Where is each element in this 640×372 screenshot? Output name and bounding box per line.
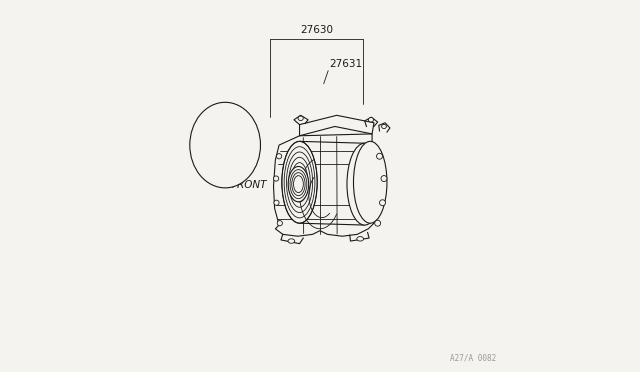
Ellipse shape bbox=[245, 128, 249, 132]
Text: 27633: 27633 bbox=[211, 159, 244, 169]
Ellipse shape bbox=[380, 200, 385, 206]
Ellipse shape bbox=[190, 102, 260, 188]
Ellipse shape bbox=[297, 177, 302, 187]
Ellipse shape bbox=[295, 174, 304, 190]
Ellipse shape bbox=[374, 220, 381, 226]
Ellipse shape bbox=[273, 176, 278, 181]
Ellipse shape bbox=[292, 173, 305, 196]
Ellipse shape bbox=[277, 221, 282, 226]
Ellipse shape bbox=[376, 153, 383, 159]
Ellipse shape bbox=[216, 163, 221, 169]
Ellipse shape bbox=[353, 141, 387, 223]
Ellipse shape bbox=[274, 200, 279, 205]
Ellipse shape bbox=[288, 239, 294, 243]
Ellipse shape bbox=[282, 141, 317, 223]
Ellipse shape bbox=[230, 163, 235, 169]
Ellipse shape bbox=[288, 166, 308, 202]
Ellipse shape bbox=[381, 124, 387, 128]
Ellipse shape bbox=[205, 151, 211, 156]
Ellipse shape bbox=[347, 143, 382, 225]
Ellipse shape bbox=[294, 176, 303, 193]
Ellipse shape bbox=[223, 174, 227, 178]
Ellipse shape bbox=[298, 116, 303, 121]
Ellipse shape bbox=[221, 140, 229, 150]
Ellipse shape bbox=[216, 122, 221, 127]
Text: 27631: 27631 bbox=[330, 59, 362, 69]
Text: 27630: 27630 bbox=[300, 25, 333, 35]
Text: A27/A 0082: A27/A 0082 bbox=[451, 354, 497, 363]
Ellipse shape bbox=[240, 151, 244, 156]
Ellipse shape bbox=[240, 134, 244, 140]
Ellipse shape bbox=[230, 122, 235, 127]
Ellipse shape bbox=[201, 128, 205, 132]
Ellipse shape bbox=[205, 134, 211, 140]
Ellipse shape bbox=[290, 170, 307, 199]
Ellipse shape bbox=[276, 154, 282, 159]
Ellipse shape bbox=[369, 118, 374, 122]
Ellipse shape bbox=[381, 176, 387, 182]
Text: FRONT: FRONT bbox=[232, 180, 268, 190]
Ellipse shape bbox=[357, 237, 364, 241]
